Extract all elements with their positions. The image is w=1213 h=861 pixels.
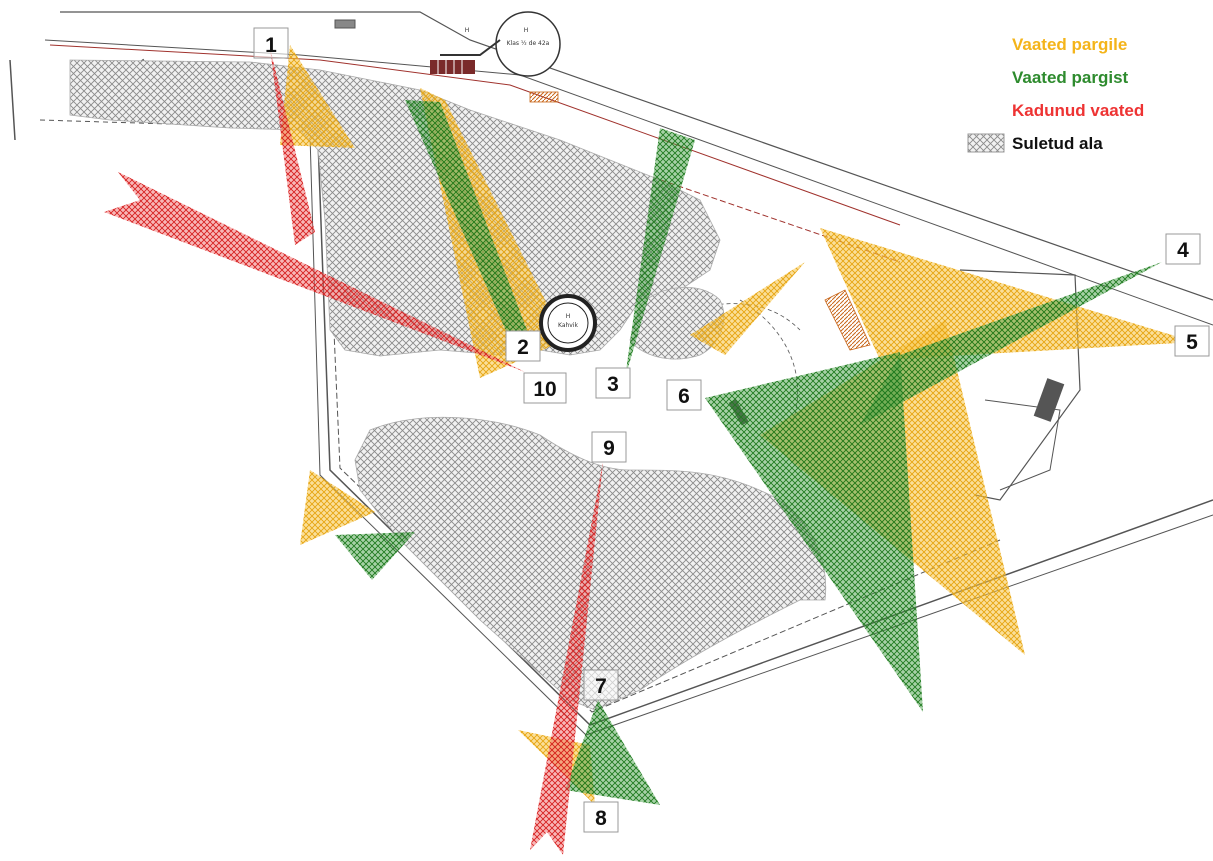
center-building: H Kahvik — [539, 294, 597, 352]
viewpoint-label: 7 — [595, 675, 607, 698]
building-stair — [1033, 378, 1065, 422]
building-top-wall — [440, 39, 501, 56]
viewpoint-2: 2 — [505, 330, 541, 362]
viewpoint-labels: 1 2 3 4 5 6 7 8 — [253, 27, 1210, 833]
legend-lost-view: Kadunud vaated — [1012, 101, 1144, 120]
lost-view-wedge — [530, 462, 603, 855]
building-small-text: H — [465, 27, 470, 34]
view-from-park-wedge — [705, 352, 923, 712]
view-from-park-wedge — [860, 262, 1162, 425]
view-from-park-wedge — [405, 100, 530, 340]
orange-seating — [824, 289, 871, 351]
center-building-note: Kahvik — [558, 322, 579, 329]
road-edge-line — [60, 11, 1213, 301]
legend-view-from-park: Vaated pargist — [1012, 68, 1129, 87]
viewpoint-label: 3 — [607, 373, 619, 396]
view-to-park-wedge — [820, 228, 1195, 360]
view-wedges — [104, 45, 1195, 855]
building-top-letter: H — [524, 27, 529, 34]
viewpoint-9: 9 — [591, 431, 627, 463]
viewpoint-label: 9 — [603, 437, 615, 460]
legend-closed-area-swatch — [967, 133, 1005, 153]
road-edge-line — [9, 59, 16, 141]
view-from-park-wedge — [625, 128, 695, 378]
lost-view-wedge — [104, 172, 525, 372]
viewpoint-5: 5 — [1174, 325, 1210, 357]
building-top-steps — [430, 60, 475, 74]
viewpoint-8: 8 — [583, 801, 619, 833]
viewpoint-4: 4 — [1165, 233, 1201, 265]
view-to-park-wedge — [690, 262, 805, 355]
small-structure — [529, 91, 559, 103]
viewpoint-7: 7 — [583, 669, 619, 701]
viewpoint-3: 3 — [595, 367, 631, 399]
building-outline — [984, 399, 1061, 491]
legend-view-to-park: Vaated pargile — [1012, 35, 1127, 54]
center-building-inner — [547, 302, 589, 344]
viewpoint-10: 10 — [523, 372, 567, 404]
viewpoint-label: 10 — [533, 378, 556, 401]
view-to-park-wedge — [280, 45, 355, 148]
viewpoint-label: 1 — [265, 34, 277, 57]
building-outline — [959, 269, 1081, 501]
legend: Vaated pargile Vaated pargist Kadunud va… — [967, 35, 1144, 153]
plan-texts: H Klas ½ de 42a H — [465, 27, 550, 47]
viewpoint-1: 1 — [253, 27, 289, 59]
view-from-park-wedge — [335, 532, 415, 580]
view-to-park-wedge — [300, 470, 375, 545]
bench — [334, 19, 356, 29]
viewpoint-label: 2 — [517, 336, 529, 359]
road-edge-line — [49, 44, 901, 226]
road-edge-line — [44, 39, 1213, 326]
lost-view-wedge — [270, 48, 315, 245]
viewpoint-label: 5 — [1186, 331, 1198, 354]
center-building-letter: H — [566, 313, 571, 320]
viewpoint-label: 6 — [678, 385, 690, 408]
viewpoint-6: 6 — [666, 379, 702, 411]
steps-lines — [437, 60, 463, 74]
building-top-note: Klas ½ de 42a — [507, 40, 550, 47]
view-from-park-wedge — [565, 700, 660, 805]
viewpoint-label: 8 — [595, 807, 607, 830]
legend-closed-area: Suletud ala — [1012, 134, 1103, 153]
viewpoint-label: 4 — [1177, 239, 1189, 262]
